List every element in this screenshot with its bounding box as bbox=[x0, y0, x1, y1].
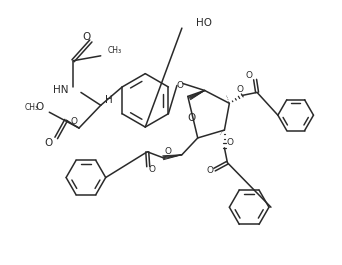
Text: HN: HN bbox=[53, 85, 69, 95]
Text: O: O bbox=[165, 147, 172, 156]
Text: O: O bbox=[70, 117, 78, 126]
Text: O: O bbox=[246, 71, 253, 80]
Text: CH₃: CH₃ bbox=[24, 103, 39, 112]
Text: O: O bbox=[44, 138, 52, 148]
Text: HO: HO bbox=[196, 18, 212, 28]
Text: O: O bbox=[206, 166, 213, 175]
Text: O: O bbox=[35, 102, 43, 112]
Text: O: O bbox=[149, 165, 156, 174]
Text: H: H bbox=[105, 95, 113, 105]
Text: O: O bbox=[188, 113, 196, 123]
Text: O: O bbox=[176, 81, 183, 90]
Text: CH₃: CH₃ bbox=[108, 46, 122, 55]
Text: O: O bbox=[237, 85, 244, 94]
Text: O: O bbox=[83, 32, 91, 42]
Text: O: O bbox=[227, 138, 234, 147]
